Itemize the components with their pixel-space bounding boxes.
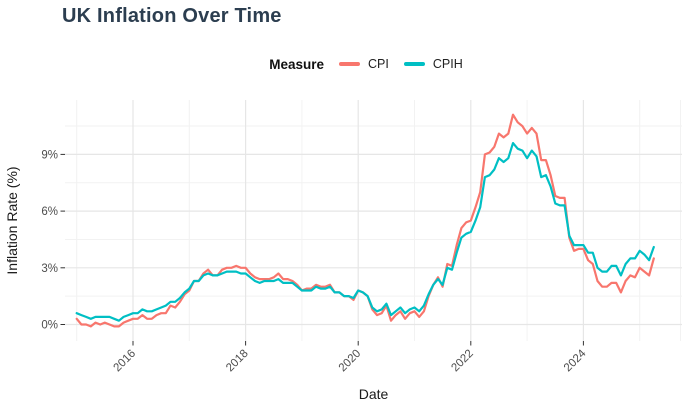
cpi-line-swatch bbox=[339, 62, 361, 66]
svg-text:2022: 2022 bbox=[449, 348, 476, 375]
svg-text:3%: 3% bbox=[41, 263, 58, 275]
svg-text:2020: 2020 bbox=[337, 348, 364, 375]
legend-item-cpi: CPI bbox=[339, 57, 389, 71]
chart-title: UK Inflation Over Time bbox=[62, 5, 282, 27]
svg-text:6%: 6% bbox=[41, 206, 58, 218]
legend: Measure CPI CPIH bbox=[0, 55, 688, 73]
svg-text:9%: 9% bbox=[41, 149, 58, 161]
svg-text:Date: Date bbox=[359, 386, 389, 402]
svg-text:0%: 0% bbox=[41, 320, 58, 332]
cpih-line-swatch bbox=[403, 62, 425, 66]
legend-label-cpih: CPIH bbox=[432, 57, 463, 71]
svg-text:2024: 2024 bbox=[562, 347, 589, 374]
svg-text:2016: 2016 bbox=[112, 348, 139, 375]
svg-text:2018: 2018 bbox=[224, 348, 251, 375]
legend-item-cpih: CPIH bbox=[403, 57, 463, 71]
legend-label-cpi: CPI bbox=[368, 57, 389, 71]
legend-title: Measure bbox=[269, 56, 325, 72]
svg-text:Inflation Rate (%): Inflation Rate (%) bbox=[4, 166, 20, 274]
